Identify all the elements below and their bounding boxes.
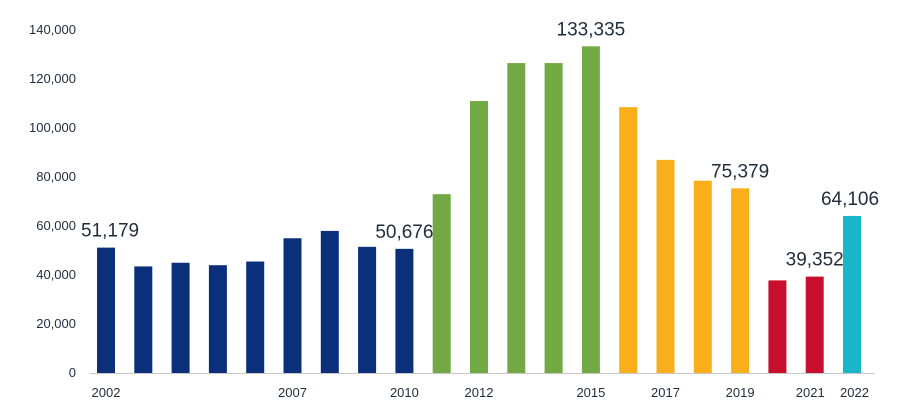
x-axis: 2002 2007 2010 2012 2015 2017 2019 2021 2022 bbox=[92, 385, 869, 400]
y-axis: 0 20,000 40,000 60,000 80,000 100,000 120,000 1… bbox=[29, 22, 76, 380]
bar-2022 bbox=[843, 215, 861, 373]
x-tick-label: 2010 bbox=[390, 385, 419, 400]
data-label: 133,335 bbox=[557, 19, 626, 40]
x-tick-label: 2012 bbox=[465, 385, 494, 400]
x-tick-label: 2019 bbox=[726, 385, 755, 400]
bar-2011 bbox=[432, 194, 451, 373]
data-label: 75,379 bbox=[711, 161, 769, 182]
bar-2017 bbox=[656, 159, 675, 373]
bar-2009 bbox=[358, 246, 377, 373]
bar-2008 bbox=[320, 230, 339, 373]
bar-2004 bbox=[171, 262, 190, 373]
x-tick-label: 2015 bbox=[576, 385, 605, 400]
bar-2002 bbox=[97, 247, 115, 373]
bar-2018 bbox=[693, 180, 712, 373]
y-tick-label: 100,000 bbox=[29, 120, 76, 135]
y-tick-label: 80,000 bbox=[36, 169, 76, 184]
bar-2007 bbox=[283, 238, 302, 373]
bar-2010 bbox=[395, 248, 414, 373]
y-tick-label: 40,000 bbox=[36, 267, 76, 282]
y-tick-label: 140,000 bbox=[29, 22, 76, 37]
bar-2013 bbox=[507, 63, 526, 373]
x-tick-label: 2017 bbox=[651, 385, 680, 400]
data-label: 39,352 bbox=[786, 250, 844, 271]
bar-2014 bbox=[544, 63, 563, 373]
data-label: 64,106 bbox=[821, 189, 879, 210]
bar-2016 bbox=[619, 107, 638, 374]
x-tick-label: 2021 bbox=[796, 385, 825, 400]
y-tick-label: 120,000 bbox=[29, 71, 76, 86]
x-tick-label: 2022 bbox=[840, 385, 869, 400]
bar-2003 bbox=[134, 266, 153, 373]
bar-2021 bbox=[805, 276, 824, 373]
y-tick-label: 20,000 bbox=[36, 316, 76, 331]
bar-2015 bbox=[581, 46, 600, 373]
bar-2005 bbox=[208, 265, 227, 373]
bar-2006 bbox=[246, 261, 265, 373]
data-labels: 51,179 50,676 133,335 75,379 39,352 64,106 bbox=[81, 19, 879, 270]
data-label: 51,179 bbox=[81, 221, 139, 242]
bars bbox=[97, 46, 861, 374]
data-label: 50,676 bbox=[375, 222, 433, 243]
bar-2019 bbox=[731, 188, 750, 373]
bar-2012 bbox=[470, 101, 488, 374]
x-tick-label: 2007 bbox=[278, 385, 307, 400]
y-tick-label: 60,000 bbox=[36, 218, 76, 233]
bar-2020 bbox=[768, 280, 787, 373]
y-tick-label: 0 bbox=[69, 365, 76, 380]
x-tick-label: 2002 bbox=[92, 385, 121, 400]
